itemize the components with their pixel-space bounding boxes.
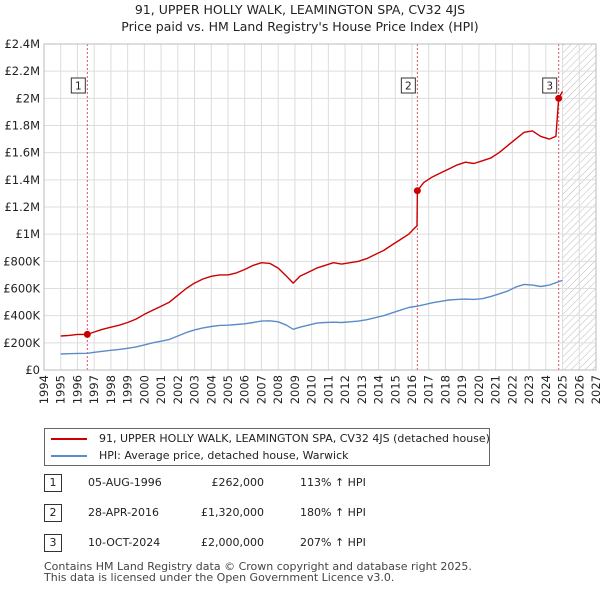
transaction-badge: 1 bbox=[44, 474, 62, 492]
chart-title-line2: Price paid vs. HM Land Registry's House … bbox=[121, 19, 479, 34]
x-tick-label: 2023 bbox=[522, 375, 536, 404]
x-tick-label: 2004 bbox=[204, 375, 218, 404]
property-price-line bbox=[60, 91, 564, 337]
x-tick-label: 2010 bbox=[305, 375, 319, 404]
y-tick-label: £2M bbox=[15, 91, 40, 105]
sale-point bbox=[555, 94, 563, 102]
y-tick-label: £1.2M bbox=[4, 200, 40, 214]
table-row: 1 05-AUG-1996 £262,000 113% ↑ HPI bbox=[44, 474, 444, 494]
sale-label-box bbox=[542, 77, 558, 94]
sale-point bbox=[413, 187, 421, 195]
footer-line2: This data is licensed under the Open Gov… bbox=[44, 571, 395, 584]
x-tick-label: 1999 bbox=[121, 375, 135, 404]
transaction-hpi-change: 180% ↑ HPI bbox=[300, 506, 366, 519]
y-tick-label: £400K bbox=[3, 309, 40, 323]
x-tick-label: 2011 bbox=[321, 375, 335, 404]
x-tick-label: 2014 bbox=[372, 375, 386, 404]
x-tick-label: 2020 bbox=[472, 375, 486, 404]
x-tick-label: 2018 bbox=[438, 375, 452, 404]
x-tick-label: 2027 bbox=[589, 375, 600, 404]
x-tick-label: 2005 bbox=[221, 375, 235, 404]
chart-title-line1: 91, UPPER HOLLY WALK, LEAMINGTON SPA, CV… bbox=[134, 2, 466, 17]
y-tick-label: £1.8M bbox=[4, 119, 40, 133]
footer-line1: Contains HM Land Registry data © Crown c… bbox=[44, 560, 472, 573]
table-row: 2 28-APR-2016 £1,320,000 180% ↑ HPI bbox=[44, 504, 444, 524]
x-tick-label: 2021 bbox=[489, 375, 503, 404]
legend-label-hpi: HPI: Average price, detached house, Warw… bbox=[99, 449, 349, 462]
y-tick-label: £600K bbox=[3, 282, 40, 296]
x-tick-label: 2015 bbox=[388, 375, 402, 404]
legend-swatch-property bbox=[51, 438, 87, 440]
x-tick-label: 1995 bbox=[54, 375, 68, 404]
transaction-date: 10-OCT-2024 bbox=[88, 536, 161, 549]
x-tick-label: 2026 bbox=[572, 375, 586, 404]
x-tick-label: 2000 bbox=[137, 375, 151, 404]
x-tick-label: 2003 bbox=[188, 375, 202, 404]
footer-notice: Contains HM Land Registry data © Crown c… bbox=[44, 561, 472, 583]
x-tick-label: 2024 bbox=[539, 375, 553, 404]
x-tick-label: 2006 bbox=[238, 375, 252, 404]
transaction-hpi-change: 207% ↑ HPI bbox=[300, 536, 366, 549]
x-tick-label: 2009 bbox=[288, 375, 302, 404]
x-tick-label: 2022 bbox=[505, 375, 519, 404]
x-tick-label: 1994 bbox=[37, 375, 51, 404]
transaction-hpi-change: 113% ↑ HPI bbox=[300, 476, 366, 489]
transaction-date: 05-AUG-1996 bbox=[88, 476, 162, 489]
y-tick-label: £1.4M bbox=[4, 173, 40, 187]
legend-swatch-hpi bbox=[51, 455, 87, 457]
legend: 91, UPPER HOLLY WALK, LEAMINGTON SPA, CV… bbox=[44, 428, 490, 466]
x-tick-label: 2007 bbox=[254, 375, 268, 404]
sale-label-number: 3 bbox=[546, 81, 553, 93]
y-tick-label: £2.4M bbox=[4, 37, 40, 51]
transaction-price: £1,320,000 bbox=[201, 506, 264, 519]
price-chart: 1 2 3 £0 £200K £400K £600K £800K £1M £1.2M £1.4M £… bbox=[3, 37, 600, 404]
sale-label-number: 1 bbox=[75, 81, 82, 93]
x-tick-label: 2025 bbox=[556, 375, 570, 404]
sale-point bbox=[83, 330, 91, 338]
x-tick-label: 1997 bbox=[87, 375, 101, 404]
sale-label-number: 2 bbox=[405, 81, 412, 93]
x-tick-label: 1996 bbox=[70, 375, 84, 404]
transaction-price: £262,000 bbox=[211, 476, 265, 489]
x-tick-label: 2016 bbox=[405, 375, 419, 404]
plot-border bbox=[43, 43, 597, 371]
hpi-line bbox=[60, 279, 563, 355]
x-tick-label: 1998 bbox=[104, 375, 118, 404]
x-tick-label: 2013 bbox=[355, 375, 369, 404]
y-tick-label: £0 bbox=[25, 363, 40, 377]
transaction-badge: 3 bbox=[44, 534, 62, 552]
y-tick-label: £200K bbox=[3, 336, 40, 350]
y-tick-label: £800K bbox=[3, 254, 40, 268]
sale-label-box bbox=[70, 77, 86, 94]
x-tick-label: 2012 bbox=[338, 375, 352, 404]
table-row: 3 10-OCT-2024 £2,000,000 207% ↑ HPI bbox=[44, 534, 444, 554]
y-tick-label: £1M bbox=[15, 227, 40, 241]
y-tick-label: £2.2M bbox=[4, 64, 40, 78]
sale-label-box bbox=[400, 77, 416, 94]
transaction-price: £2,000,000 bbox=[201, 536, 264, 549]
transaction-badge: 2 bbox=[44, 504, 62, 522]
transaction-date: 28-APR-2016 bbox=[88, 506, 160, 519]
x-tick-label: 2008 bbox=[271, 375, 285, 404]
x-tick-label: 2002 bbox=[171, 375, 185, 404]
x-tick-label: 2019 bbox=[455, 375, 469, 404]
x-tick-label: 2017 bbox=[422, 375, 436, 404]
legend-label-property: 91, UPPER HOLLY WALK, LEAMINGTON SPA, CV… bbox=[99, 432, 490, 445]
y-tick-label: £1.6M bbox=[4, 146, 40, 160]
x-tick-label: 2001 bbox=[154, 375, 168, 404]
